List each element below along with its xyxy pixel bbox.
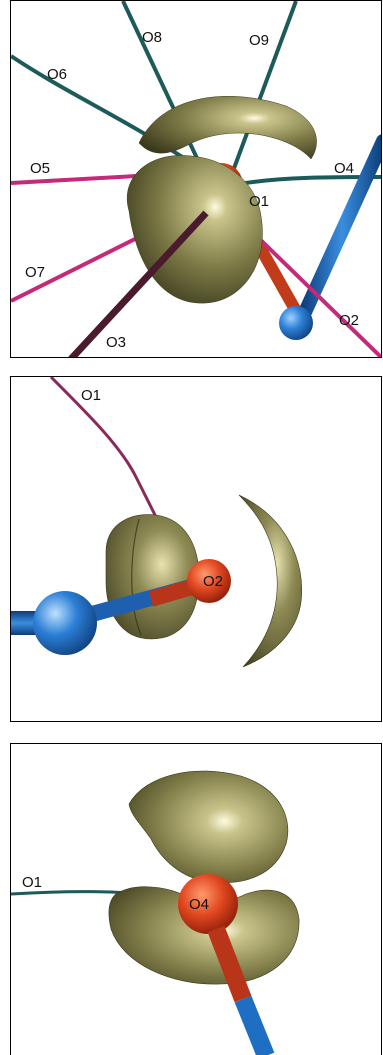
label-o1: O1: [22, 874, 42, 891]
panel-top-scene: O8 O9 O6 O4 O5 O1 O7 O2 O3: [11, 1, 381, 357]
lone-pair-upper: [138, 96, 317, 160]
metal-atom: [279, 306, 313, 340]
bond-o9: [231, 1, 298, 172]
label-o9: O9: [249, 32, 269, 49]
oxygen-atom-o4: [178, 874, 238, 934]
label-o4: O4: [189, 896, 209, 913]
label-o1: O1: [249, 193, 269, 210]
lone-pair-right: [238, 494, 303, 668]
label-o3: O3: [106, 334, 126, 351]
label-o4: O4: [334, 160, 354, 177]
label-o2: O2: [339, 312, 359, 329]
bond-o1: [49, 377, 158, 518]
lone-pair-left: [105, 514, 200, 640]
metal-atom: [33, 591, 97, 655]
panel-bottom: O1 O4: [10, 743, 382, 1055]
oxygen-atom-o2: [187, 559, 231, 603]
bond-o4-metal-red: [207, 925, 252, 1003]
bond-o5: [11, 174, 137, 185]
label-o7: O7: [25, 264, 45, 281]
panel-top: O8 O9 O6 O4 O5 O1 O7 O2 O3: [10, 0, 382, 358]
bond-o3: [68, 210, 209, 357]
label-o8: O8: [142, 29, 162, 46]
lone-pair-left-ridge: [131, 518, 142, 636]
lone-pair-upper: [128, 770, 289, 884]
panel-middle: O1 O2: [10, 376, 382, 722]
panel-middle-scene: O1 O2: [11, 377, 303, 668]
label-o2: O2: [203, 573, 223, 590]
bond-o4-metal-blue: [234, 995, 275, 1055]
label-o1: O1: [81, 387, 101, 404]
label-o6: O6: [47, 66, 67, 83]
panel-bottom-scene: O1 O4: [11, 770, 300, 1055]
label-o5: O5: [30, 160, 50, 177]
